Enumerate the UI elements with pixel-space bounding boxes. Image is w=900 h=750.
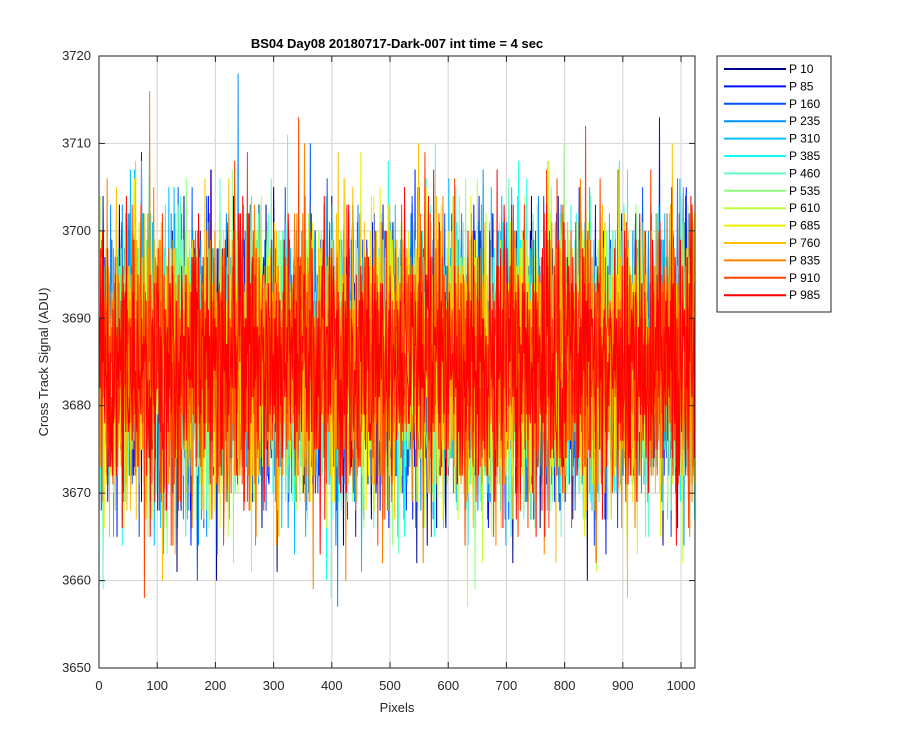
legend-label: P 460 (789, 166, 820, 180)
y-tick-label: 3700 (62, 223, 91, 238)
legend-label: P 85 (789, 79, 814, 93)
x-tick-label: 900 (612, 678, 634, 693)
x-axis-label: Pixels (380, 700, 415, 715)
y-tick-label: 3670 (62, 485, 91, 500)
x-tick-label: 600 (437, 678, 459, 693)
x-tick-label: 200 (205, 678, 227, 693)
x-tick-label: 500 (379, 678, 401, 693)
legend-label: P 385 (789, 149, 820, 163)
legend-label: P 610 (789, 201, 820, 215)
legend-label: P 910 (789, 271, 820, 285)
legend-label: P 310 (789, 132, 820, 146)
legend-label: P 235 (789, 114, 820, 128)
x-tick-label: 300 (263, 678, 285, 693)
legend-item: P 385 (724, 149, 820, 163)
y-tick-label: 3660 (62, 573, 91, 588)
x-tick-label: 0 (95, 678, 102, 693)
x-tick-label: 1000 (667, 678, 696, 693)
y-axis-label: Cross Track Signal (ADU) (36, 288, 51, 437)
x-tick-label: 100 (146, 678, 168, 693)
legend-label: P 535 (789, 184, 820, 198)
y-tick-label: 3710 (62, 135, 91, 150)
y-tick-label: 3720 (62, 48, 91, 63)
legend-label: P 160 (789, 97, 820, 111)
legend-label: P 985 (789, 288, 820, 302)
legend-item: P 985 (724, 288, 820, 302)
legend-item: P 235 (724, 114, 820, 128)
legend-item: P 160 (724, 97, 820, 111)
y-tick-label: 3680 (62, 398, 91, 413)
legend-item: P 685 (724, 219, 820, 233)
series-layer (99, 73, 695, 607)
legend-item: P 310 (724, 132, 820, 146)
legend-item: P 85 (724, 79, 814, 93)
legend-item: P 835 (724, 253, 820, 267)
axis-ticks: 0 100 200 300 400 500 600 700 800 900 1000 3650 3660… (62, 48, 695, 693)
legend-item: P 760 (724, 236, 820, 250)
plot-frame (98, 55, 696, 669)
legend-item: P 535 (724, 184, 820, 198)
legend-label: P 10 (789, 62, 814, 76)
x-tick-label: 400 (321, 678, 343, 693)
x-tick-label: 700 (496, 678, 518, 693)
y-tick-label: 3690 (62, 310, 91, 325)
legend-label: P 760 (789, 236, 820, 250)
y-tick-label: 3650 (62, 660, 91, 675)
series-line-p-985 (99, 169, 695, 555)
legend-item: P 610 (724, 201, 820, 215)
legend-item: P 460 (724, 166, 820, 180)
legend: P 10 P 85 P 160 P 235 P 310 P 385 P 460 P 535 P … (716, 55, 832, 313)
legend-label: P 835 (789, 253, 820, 267)
x-tick-label: 800 (554, 678, 576, 693)
legend-item: P 910 (724, 271, 820, 285)
legend-item: P 10 (724, 62, 814, 76)
legend-box (716, 55, 832, 313)
chart-title: BS04 Day08 20180717-Dark-007 int time = … (251, 36, 543, 51)
legend-label: P 685 (789, 219, 820, 233)
